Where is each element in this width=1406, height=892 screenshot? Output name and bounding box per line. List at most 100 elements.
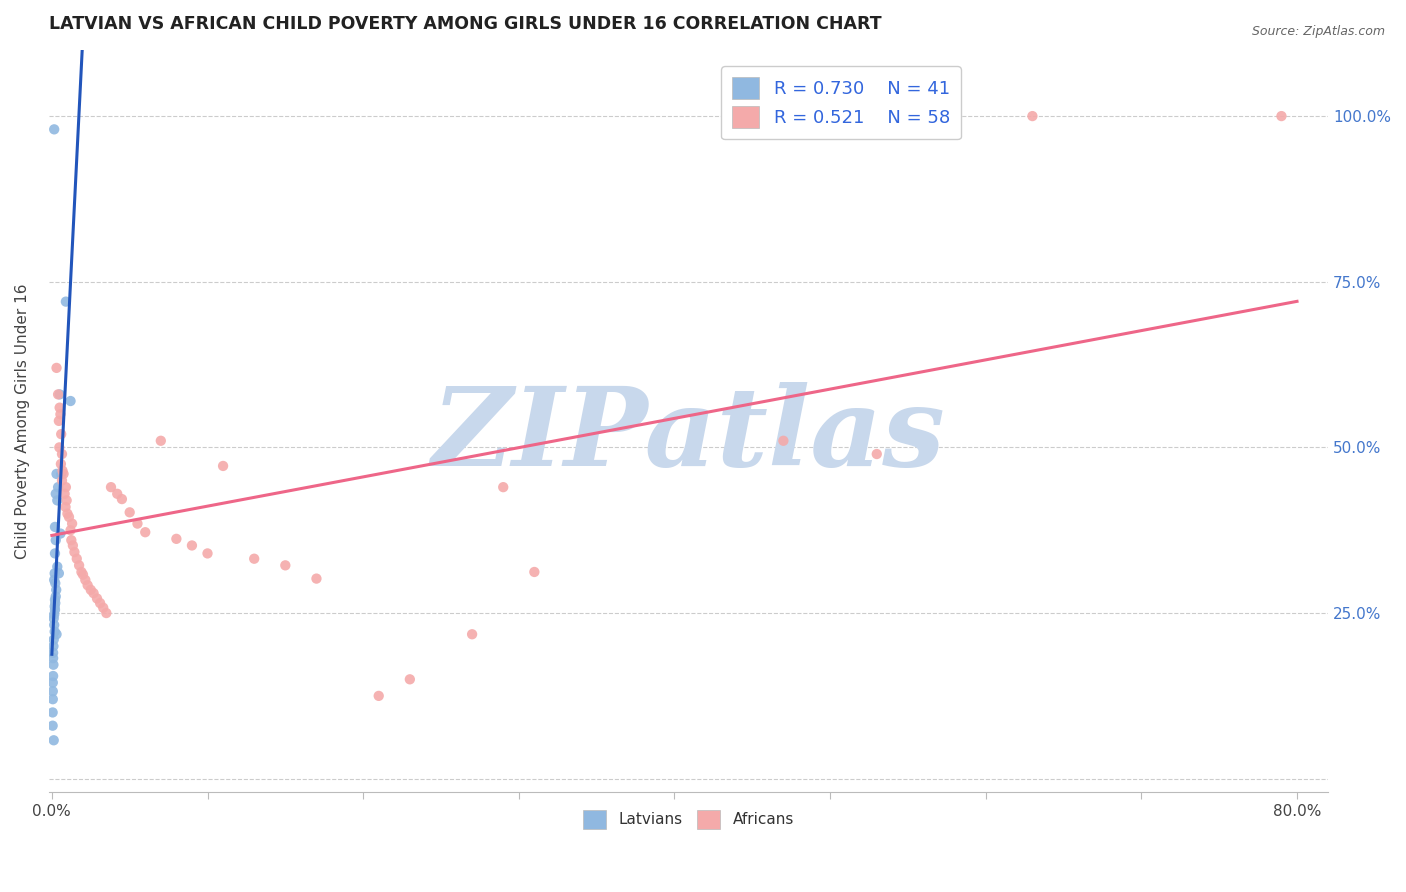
Point [44,576,66,591]
Point [772,434,794,448]
Point [134,525,156,540]
Point [48,566,70,581]
Point [46,559,69,574]
Point [80,582,103,597]
Point [75,573,97,587]
Point [45,590,67,604]
Point [45,360,67,375]
Point [42,684,65,698]
Point [49,457,72,471]
Point [86,591,108,606]
Point [42,733,65,747]
Point [44,122,66,136]
Point [55,480,77,494]
Point [118,505,141,519]
Text: Source: ZipAtlas.com: Source: ZipAtlas.com [1251,25,1385,38]
Point [45,533,67,548]
Point [44,566,66,581]
Legend: Latvians, Africans: Latvians, Africans [575,802,801,837]
Point [59,394,82,409]
Point [91,600,114,615]
Point [44,607,66,622]
Point [46,480,69,494]
Point [49,526,72,541]
Point [58,510,80,524]
Point [55,294,77,309]
Point [398,673,420,687]
Point [44,618,66,632]
Point [89,596,111,610]
Point [45,627,67,641]
Point [42,632,65,647]
Point [105,487,128,501]
Point [305,572,328,586]
Point [66,551,89,566]
Point [42,646,65,660]
Point [48,414,70,428]
Point [367,689,389,703]
Point [52,467,75,481]
Point [51,447,73,461]
Point [44,592,66,607]
Point [83,586,105,600]
Point [866,447,889,461]
Point [42,692,65,706]
Point [46,493,69,508]
Point [44,520,66,534]
Text: ZIPatlas: ZIPatlas [432,382,945,490]
Point [492,480,515,494]
Point [96,606,118,620]
Point [1021,109,1043,123]
Point [44,596,66,610]
Point [51,467,73,481]
Point [274,558,297,573]
Point [60,533,83,548]
Point [1270,109,1292,123]
Point [51,427,73,442]
Point [181,539,204,553]
Point [51,464,73,478]
Point [149,434,172,448]
Point [197,546,219,560]
Point [165,532,187,546]
Point [48,401,70,415]
Point [127,516,149,531]
Point [67,558,90,573]
Point [53,487,76,501]
Point [461,627,484,641]
Point [42,675,65,690]
Point [44,599,66,614]
Point [60,516,83,531]
Point [212,458,235,473]
Point [45,582,67,597]
Point [63,545,86,559]
Point [42,611,65,625]
Point [100,480,122,494]
Text: LATVIAN VS AFRICAN CHILD POVERTY AMONG GIRLS UNDER 16 CORRELATION CHART: LATVIAN VS AFRICAN CHILD POVERTY AMONG G… [49,15,882,33]
Point [42,639,65,653]
Y-axis label: Child Poverty Among Girls Under 16: Child Poverty Among Girls Under 16 [15,283,30,558]
Point [46,387,69,401]
Point [55,493,77,508]
Point [45,467,67,481]
Point [72,567,94,582]
Point [42,651,65,665]
Point [42,669,65,683]
Point [45,487,67,501]
Point [59,523,82,537]
Point [48,441,70,455]
Point [55,500,77,514]
Point [111,492,134,507]
Point [56,507,79,521]
Point [48,387,70,401]
Point [44,624,66,639]
Point [44,573,66,587]
Point [41,706,63,720]
Point [523,565,546,579]
Point [243,551,266,566]
Point [70,565,93,579]
Point [44,546,66,560]
Point [62,539,84,553]
Point [49,407,72,421]
Point [44,603,66,617]
